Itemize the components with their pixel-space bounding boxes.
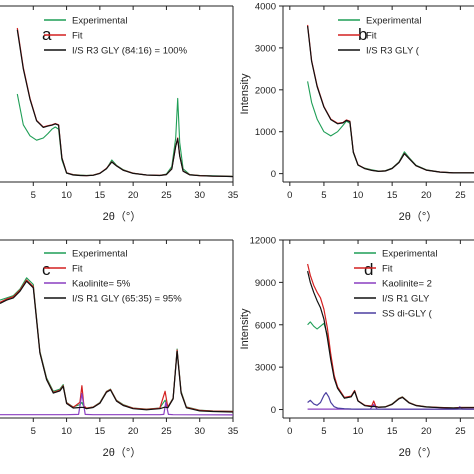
x-tick-label: 30 [194, 426, 205, 437]
x-tick-label: 10 [353, 426, 364, 437]
x-tick-label: 20 [421, 426, 432, 437]
x-tick-label: 10 [61, 190, 72, 201]
x-tick-label: 20 [128, 426, 139, 437]
x-tick-label: 35 [228, 426, 239, 437]
legend-entry: Experimental [366, 16, 421, 27]
x-tick-label: 5 [31, 190, 36, 201]
legend-entry: Experimental [72, 16, 127, 27]
legend-entry: I/S R1 GLY (65:35) = 95% [72, 294, 182, 305]
y-tick-label: 0 [271, 405, 276, 416]
x-tick-label: 20 [128, 190, 139, 201]
y-tick-label: 12000 [250, 236, 276, 247]
legend-entry: I/S R1 GLY [382, 294, 430, 305]
y-tick-label: 0 [271, 169, 276, 180]
series-line-i-s-r1-gly [307, 270, 474, 409]
panel-letter: c [42, 260, 51, 279]
x-tick-label: 15 [387, 190, 398, 201]
x-tick-label: 25 [161, 426, 172, 437]
x-tick-label: 30 [194, 190, 205, 201]
x-tick-label: 15 [387, 426, 398, 437]
legend-entry: Fit [382, 264, 393, 275]
x-axis-label: 2θ（°） [103, 210, 142, 223]
y-tick-label: 2000 [255, 85, 276, 96]
plot-area [16, 27, 233, 178]
legend-entry: SS di-GLY ( [382, 309, 433, 320]
y-axis-label: Intensity [239, 308, 251, 349]
panel-letter: d [364, 260, 373, 279]
x-axis-label: 2θ（°） [399, 446, 438, 459]
series-line-i-s-r1-gly-65-35-95 [0, 280, 233, 413]
x-tick-label: 10 [61, 426, 72, 437]
x-axis-label: 2θ（°） [103, 446, 142, 459]
x-tick-label: 5 [321, 426, 326, 437]
legend-entry: I/S R3 GLY (84:16) = 100% [72, 46, 188, 57]
series-line-experimental [307, 81, 474, 174]
y-tick-label: 6000 [255, 320, 276, 331]
legend-entry: I/S R3 GLY ( [366, 46, 420, 57]
series-line-i-s-r3-gly-84-16-100 [16, 29, 233, 178]
panel-letter: b [358, 25, 367, 44]
y-tick-label: 3000 [255, 43, 276, 54]
plot-area [307, 263, 474, 410]
panel-c: 5 10 15 20 25 30 35 2θ（°） c Experimental Fit Kaolin… [0, 239, 239, 459]
panel-d: 0 5 10 15 20 25 0 3000 6000 9000 12000 Intensity 2θ（… [239, 236, 474, 459]
legend-entry: Kaolinite= 5% [72, 279, 131, 290]
series-line-i-s-r3-gly [307, 26, 474, 174]
plot-area [0, 277, 233, 416]
x-tick-label: 15 [95, 190, 106, 201]
series-line-kaolinite-5 [0, 392, 233, 416]
y-tick-label: 4000 [255, 2, 276, 13]
x-tick-label: 0 [287, 426, 292, 437]
x-tick-label: 0 [287, 190, 292, 201]
y-axis-label: Intensity [239, 73, 251, 114]
series-line-experimental [16, 93, 233, 177]
legend-entry: Fit [72, 31, 83, 42]
x-axis-label: 2θ（°） [399, 210, 438, 223]
x-tick-label: 35 [228, 190, 239, 201]
x-tick-label: 25 [161, 190, 172, 201]
x-tick-label: 25 [455, 426, 466, 437]
y-tick-label: 1000 [255, 127, 276, 138]
x-tick-label: 15 [95, 426, 106, 437]
plot-area [307, 24, 474, 174]
y-tick-label: 3000 [255, 363, 276, 374]
legend-entry: Kaolinite= 2 [382, 279, 432, 290]
x-tick-label: 10 [353, 190, 364, 201]
legend-entry: Experimental [72, 249, 127, 260]
legend-entry: Experimental [382, 249, 437, 260]
legend-entry: Fit [366, 31, 377, 42]
series-line-ss-di-gly [307, 392, 474, 410]
x-tick-label: 5 [31, 426, 36, 437]
panel-b: 0 5 10 15 20 25 0 1000 2000 3000 4000 Intensity 2θ（°… [239, 2, 474, 223]
legend-entry: Fit [72, 264, 83, 275]
x-tick-label: 20 [421, 190, 432, 201]
x-tick-label: 25 [455, 190, 466, 201]
y-tick-label: 9000 [255, 278, 276, 289]
x-tick-label: 5 [321, 190, 326, 201]
